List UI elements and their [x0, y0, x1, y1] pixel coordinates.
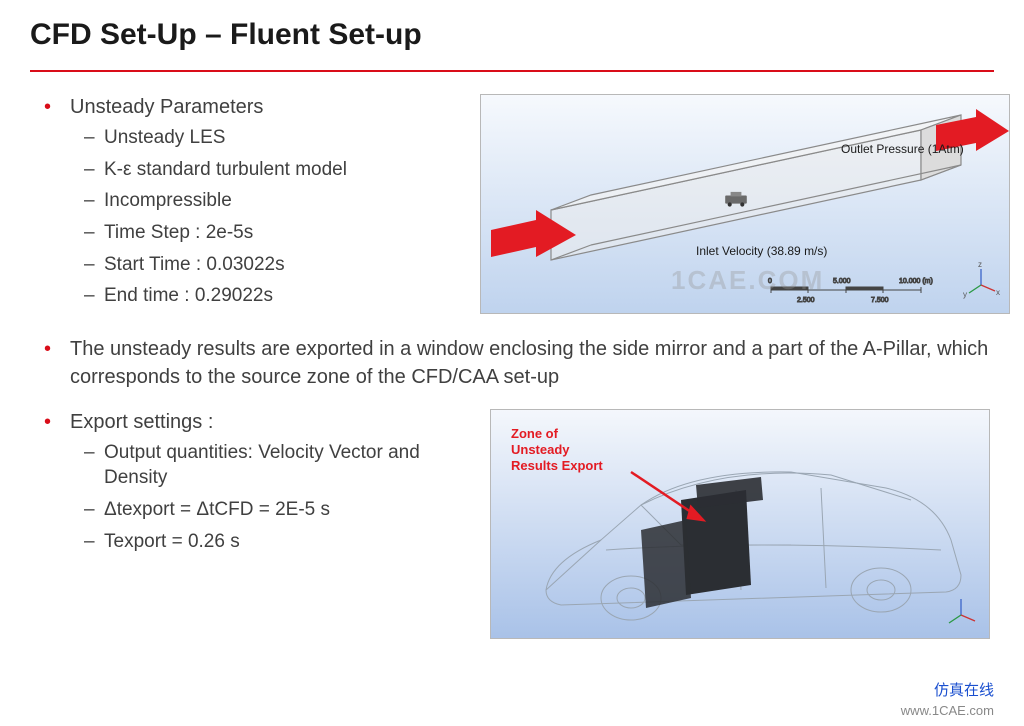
section1-heading-text: Unsteady Parameters — [70, 96, 263, 118]
s2-item: Δtexport = ΔtCFD = 2E-5 s — [70, 497, 460, 523]
s1-item: K-ε standard turbulent model — [70, 157, 460, 183]
svg-text:5.000: 5.000 — [833, 278, 851, 285]
s1-item: Unsteady LES — [70, 125, 460, 151]
wind-tunnel-diagram: Inlet Velocity (38.89 m/s) Outlet Pressu… — [480, 94, 1010, 314]
svg-text:x: x — [996, 288, 1000, 297]
svg-text:2.500: 2.500 — [797, 297, 815, 304]
footer-url: www.1CAE.com — [901, 703, 994, 718]
svg-text:10.000 (m): 10.000 (m) — [899, 278, 933, 285]
svg-text:7.500: 7.500 — [871, 297, 889, 304]
outlet-label: Outlet Pressure (1Atm) — [841, 142, 964, 156]
svg-text:z: z — [978, 260, 982, 269]
svg-text:y: y — [963, 290, 967, 299]
description-text: The unsteady results are exported in a w… — [70, 335, 994, 391]
section2-heading-text: Export settings : — [70, 411, 213, 433]
section2-heading: Export settings : Output quantities: Vel… — [30, 409, 460, 555]
s1-item: End time : 0.29022s — [70, 283, 460, 309]
annotation-line3: Results Export — [511, 458, 603, 473]
s1-item: Incompressible — [70, 188, 460, 214]
divider — [30, 70, 994, 72]
annotation-line1: Zone of — [511, 426, 559, 441]
s2-item: Texport = 0.26 s — [70, 529, 460, 555]
s1-item: Time Step : 2e-5s — [70, 220, 460, 246]
inlet-label: Inlet Velocity (38.89 m/s) — [696, 244, 827, 258]
s1-item: Start Time : 0.03022s — [70, 252, 460, 278]
section1-heading: Unsteady Parameters Unsteady LES K-ε sta… — [30, 94, 460, 309]
car-export-diagram: Zone of Unsteady Results Export — [490, 409, 990, 639]
footer-chinese: 仿真在线 — [934, 679, 994, 700]
annotation-line2: Unsteady — [511, 442, 570, 457]
s2-item: Output quantities: Velocity Vector and D… — [70, 440, 460, 491]
svg-text:0: 0 — [768, 278, 772, 285]
page-title: CFD Set-Up – Fluent Set-up — [30, 18, 994, 52]
